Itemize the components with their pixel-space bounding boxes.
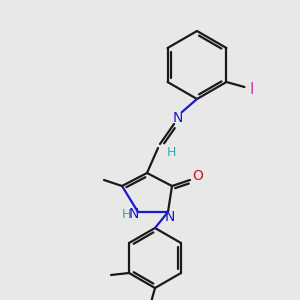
Text: O: O [193,169,203,183]
Text: I: I [249,82,254,98]
Text: N: N [173,111,183,125]
Text: N: N [129,207,139,221]
Text: N: N [165,210,175,224]
Text: H: H [121,208,131,220]
Text: H: H [166,146,176,160]
